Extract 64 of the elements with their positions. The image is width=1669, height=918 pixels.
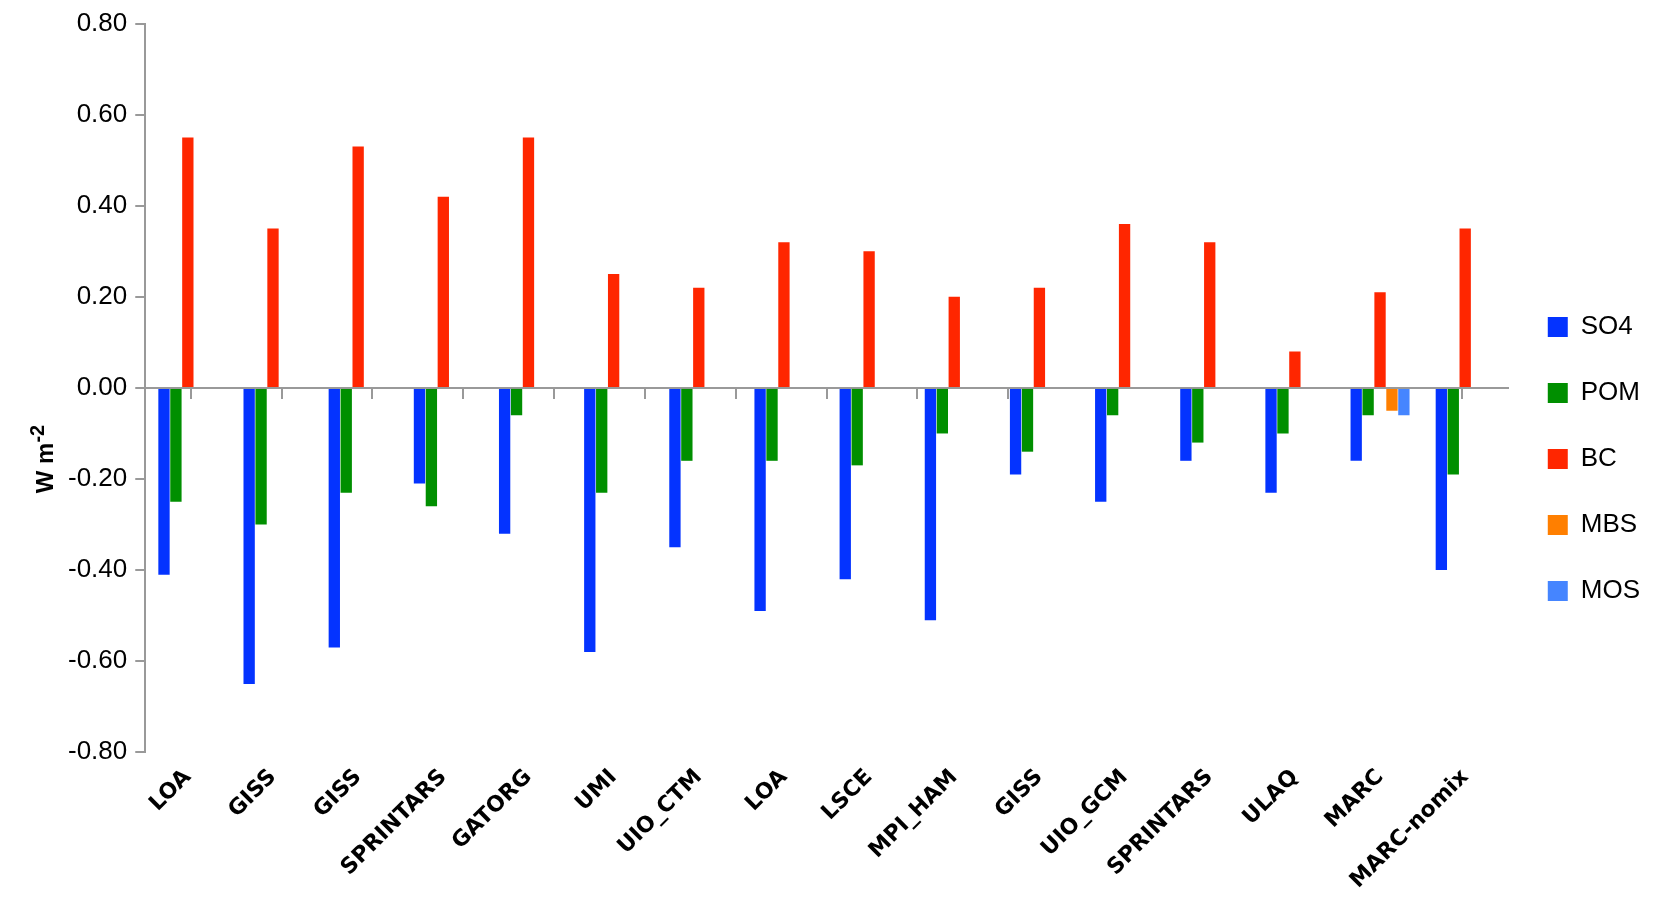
bar (1350, 388, 1362, 461)
bar (766, 388, 778, 461)
legend-label: POM (1580, 376, 1641, 407)
legend-label: MOS (1580, 574, 1641, 605)
bar (839, 388, 851, 580)
bar (425, 388, 438, 507)
y-tick-label: -0.60 (68, 644, 128, 675)
bar (267, 228, 279, 387)
bar (1386, 388, 1398, 411)
y-tick-label: 0.40 (76, 188, 128, 219)
bar (328, 388, 340, 648)
bar (182, 137, 194, 387)
bar (1204, 242, 1216, 387)
bar (1362, 388, 1374, 416)
bar (170, 388, 182, 502)
bar (681, 388, 693, 461)
bar (352, 146, 364, 387)
legend-label: MBS (1580, 508, 1638, 539)
bar (924, 388, 937, 621)
bar (669, 388, 681, 548)
bar (596, 388, 608, 493)
bar (1118, 223, 1131, 387)
bar (584, 388, 596, 653)
bar (1265, 388, 1277, 493)
bar (1021, 388, 1034, 452)
bar (340, 388, 352, 493)
y-tick-label: 0.60 (76, 97, 128, 128)
bar (1192, 388, 1204, 443)
bar (851, 388, 863, 466)
bar (948, 296, 960, 387)
y-tick-label: -0.20 (68, 462, 128, 493)
bar (1095, 388, 1107, 502)
bar (1033, 287, 1046, 387)
bar (1435, 388, 1448, 571)
bar (1289, 351, 1301, 387)
bar (1180, 388, 1192, 461)
y-tick-label: 0.80 (76, 6, 128, 37)
bar (255, 388, 267, 525)
bar (936, 388, 948, 434)
bar (437, 196, 449, 387)
bar (1106, 388, 1119, 416)
bar (1374, 292, 1386, 387)
bar (1459, 228, 1471, 387)
bar (1447, 388, 1459, 475)
bar (754, 388, 766, 612)
bar (607, 274, 620, 387)
bar (693, 287, 705, 387)
bar (1009, 388, 1022, 475)
bar (498, 388, 511, 534)
legend-label: BC (1580, 442, 1617, 473)
bar (522, 137, 535, 387)
bar (510, 388, 523, 416)
y-tick-label: -0.80 (68, 735, 128, 766)
y-tick-label: 0.20 (76, 280, 128, 311)
y-tick-label: -0.40 (68, 553, 128, 584)
bar (413, 388, 426, 484)
bar (243, 388, 255, 684)
bar (778, 242, 790, 387)
bar (1277, 388, 1289, 434)
bar (1398, 388, 1410, 416)
bar (158, 388, 170, 575)
legend-label: SO4 (1580, 310, 1633, 341)
bar (863, 251, 875, 387)
y-tick-label: 0.00 (76, 371, 128, 402)
